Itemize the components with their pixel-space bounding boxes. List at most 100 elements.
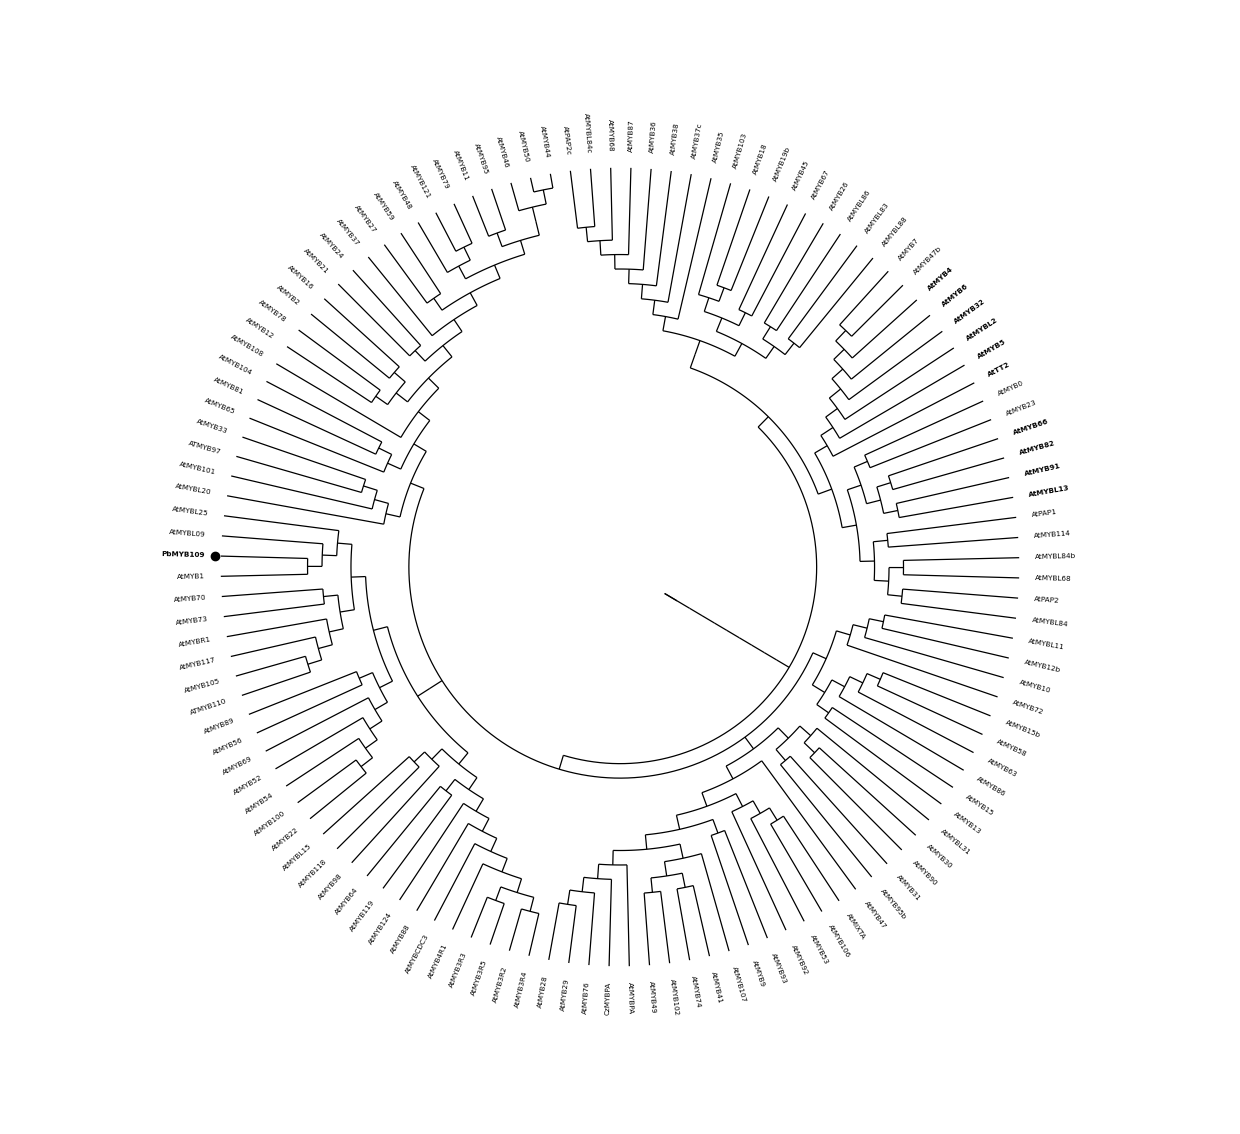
Text: AtMYB47b: AtMYB47b (913, 246, 942, 276)
Text: AtMYB11: AtMYB11 (451, 150, 470, 183)
Text: AtMYB93: AtMYB93 (770, 951, 789, 984)
Text: CzMYBPA: CzMYBPA (605, 982, 611, 1015)
Text: AtMYBL31: AtMYBL31 (940, 828, 972, 855)
Text: AtMYB101: AtMYB101 (179, 460, 216, 475)
Text: AtMYB92: AtMYB92 (790, 943, 808, 975)
Text: AtMYB7: AtMYB7 (897, 237, 920, 262)
Text: AtMYB31: AtMYB31 (895, 873, 921, 902)
Text: AtMYB15b: AtMYB15b (1004, 719, 1042, 738)
Text: AtMYB88: AtMYB88 (389, 923, 412, 954)
Text: AtMYB54: AtMYB54 (244, 793, 274, 815)
Text: AtMYB41: AtMYB41 (711, 971, 723, 1005)
Text: AtMYB49: AtMYB49 (647, 981, 656, 1014)
Text: AtMYB4: AtMYB4 (926, 265, 955, 291)
Text: AtMYB63: AtMYB63 (986, 758, 1018, 778)
Text: AtMYB81: AtMYB81 (212, 376, 244, 396)
Text: AtMYB46: AtMYB46 (495, 135, 510, 168)
Text: AtMYB21: AtMYB21 (301, 247, 329, 274)
Text: AtMYB102: AtMYB102 (668, 979, 680, 1016)
Text: AtMYB64: AtMYB64 (334, 887, 360, 915)
Text: AtMYB15: AtMYB15 (965, 794, 996, 816)
Text: AtMYB26: AtMYB26 (828, 180, 851, 211)
Text: AtMYBL83: AtMYBL83 (864, 202, 890, 235)
Text: AtMYB3R5: AtMYB3R5 (470, 958, 487, 997)
Text: AtMYB36: AtMYB36 (650, 120, 658, 153)
Text: AtMYB50: AtMYB50 (517, 129, 529, 163)
Text: AtMYB119: AtMYB119 (348, 899, 376, 933)
Text: AtMYB27: AtMYB27 (353, 204, 377, 234)
Text: AtMYBL88: AtMYBL88 (880, 215, 909, 247)
Text: AtMYBL84c: AtMYBL84c (583, 112, 593, 153)
Text: AtMYB9: AtMYB9 (750, 959, 765, 988)
Text: AtMYBCDC3: AtMYBCDC3 (404, 933, 429, 974)
Text: AtMYB6: AtMYB6 (940, 282, 970, 307)
Text: AtMYB37c: AtMYB37c (691, 121, 703, 159)
Text: AtMYB0: AtMYB0 (997, 380, 1024, 397)
Text: AtMYB13: AtMYB13 (952, 811, 982, 836)
Text: AtMYB22: AtMYB22 (270, 827, 300, 852)
Text: AtMYBL09: AtMYBL09 (169, 528, 206, 538)
Text: AtMYB5: AtMYB5 (977, 338, 1008, 359)
Text: AtMYB3R2: AtMYB3R2 (491, 965, 508, 1002)
Text: AtMYB4R1: AtMYB4R1 (428, 942, 449, 980)
Text: AtMYB1: AtMYB1 (177, 574, 205, 581)
Text: AtMYB121: AtMYB121 (409, 164, 432, 200)
Text: AtMYB24: AtMYB24 (319, 232, 345, 261)
Text: AtMYB69: AtMYB69 (221, 756, 253, 777)
Text: AtMYB74: AtMYB74 (689, 975, 701, 1008)
Text: AtMYB32: AtMYB32 (954, 297, 987, 324)
Text: AtMYB12b: AtMYB12b (1024, 659, 1061, 674)
Text: AtTT2: AtTT2 (987, 362, 1012, 378)
Text: AtMYB35: AtMYB35 (712, 130, 725, 163)
Text: AtMIXTA: AtMIXTA (846, 913, 867, 941)
Text: AtMYB29: AtMYB29 (559, 979, 569, 1012)
Text: AtMYB67: AtMYB67 (811, 169, 831, 201)
Text: AtMYBL84: AtMYBL84 (1032, 617, 1069, 628)
Text: AtMYB66: AtMYB66 (1012, 418, 1049, 437)
Text: AtMYB2: AtMYB2 (275, 284, 300, 306)
Text: AtMYB70: AtMYB70 (174, 594, 206, 603)
Text: AtMYBL11: AtMYBL11 (1028, 638, 1065, 651)
Text: AtPAP1: AtPAP1 (1032, 509, 1058, 518)
Text: AtMYB18: AtMYB18 (753, 143, 769, 176)
Text: AtMYB52: AtMYB52 (232, 775, 263, 796)
Text: AtMYBL13: AtMYBL13 (1028, 484, 1070, 498)
Text: ATMYB110: ATMYB110 (190, 697, 228, 716)
Text: AtMYB114: AtMYB114 (1034, 531, 1071, 540)
Text: AtMYB86: AtMYB86 (976, 776, 1007, 797)
Text: AtMYB68: AtMYB68 (606, 119, 614, 152)
Text: AtMYB16: AtMYB16 (286, 264, 315, 290)
Text: AtMYBL86: AtMYBL86 (847, 188, 872, 222)
Text: AtMYB3R3: AtMYB3R3 (449, 951, 467, 989)
Text: AtMYB118: AtMYB118 (298, 858, 327, 888)
Text: AtPAP2: AtPAP2 (1034, 596, 1060, 604)
Text: AtMYB90: AtMYB90 (911, 860, 939, 887)
Text: AtMYB124: AtMYB124 (368, 912, 393, 946)
Text: AtMYB48: AtMYB48 (391, 179, 413, 210)
Text: AtMYB106: AtMYB106 (827, 924, 852, 959)
Text: AtMYB72: AtMYB72 (1012, 700, 1044, 716)
Text: AtMYBPA: AtMYBPA (626, 982, 634, 1015)
Text: AtMYB79: AtMYB79 (432, 159, 450, 191)
Text: AtMYBL84b: AtMYBL84b (1035, 553, 1076, 560)
Text: AtMYB45: AtMYB45 (791, 159, 811, 192)
Text: AtMYB58: AtMYB58 (996, 738, 1028, 758)
Text: AtMYB104: AtMYB104 (218, 354, 254, 376)
Text: AtMYB89: AtMYB89 (202, 718, 236, 735)
Text: AtMYBL25: AtMYBL25 (171, 506, 208, 517)
Text: AtMYB105: AtMYB105 (184, 677, 222, 694)
Text: AtMYB91: AtMYB91 (1024, 463, 1061, 477)
Text: AtMYB33: AtMYB33 (196, 418, 228, 434)
Text: AtMYB12: AtMYB12 (244, 318, 275, 340)
Text: AtMYB65: AtMYB65 (203, 397, 236, 415)
Text: AtMYB10: AtMYB10 (1018, 679, 1052, 694)
Text: AtMYB107: AtMYB107 (730, 966, 746, 1004)
Text: AtMYB23: AtMYB23 (1004, 399, 1038, 416)
Text: AtMYB82: AtMYB82 (1018, 440, 1056, 457)
Text: AtMYB56: AtMYB56 (211, 737, 243, 756)
Text: AtMYB3R4: AtMYB3R4 (513, 971, 528, 1008)
Text: AtMYBL68: AtMYBL68 (1035, 575, 1071, 583)
Text: AtMYB28: AtMYB28 (537, 975, 549, 1008)
Text: AtMYB95: AtMYB95 (474, 142, 490, 175)
Text: AtMYB100: AtMYB100 (253, 810, 286, 837)
